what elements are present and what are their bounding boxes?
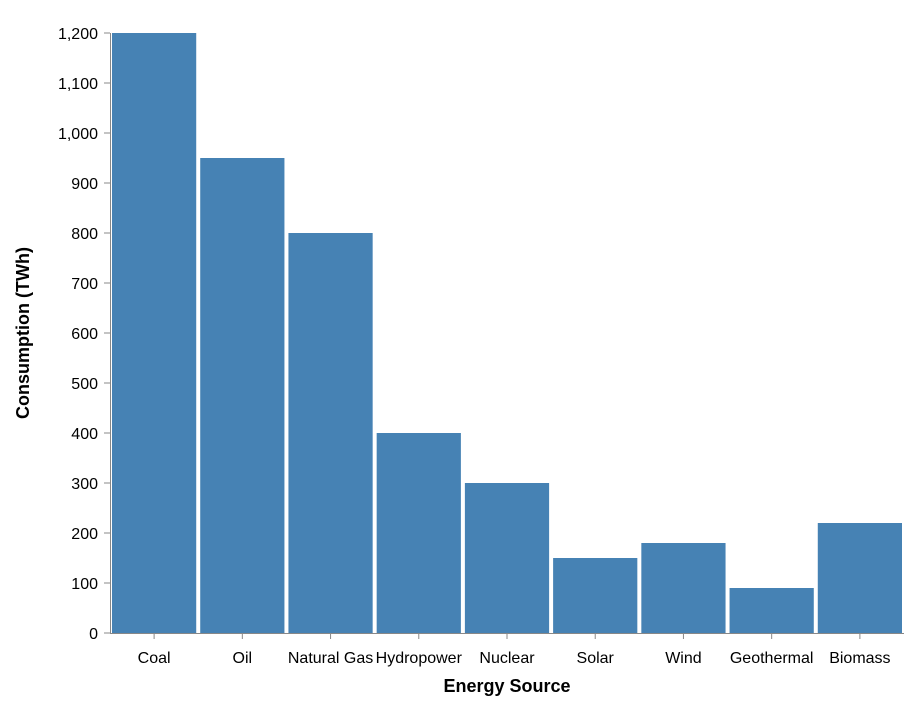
y-tick-label-900: 900 xyxy=(71,176,98,193)
y-tick-label-0: 0 xyxy=(89,626,98,643)
x-tick-label-oil: Oil xyxy=(233,650,253,667)
bar-biomass[interactable] xyxy=(817,523,902,633)
bar-coal[interactable] xyxy=(112,33,197,633)
bar-oil[interactable] xyxy=(200,158,285,633)
x-tick-label-nuclear: Nuclear xyxy=(479,650,535,667)
x-axis-title: Energy Source xyxy=(443,676,570,696)
y-tick-label-200: 200 xyxy=(71,526,98,543)
x-tick-label-biomass: Biomass xyxy=(829,650,890,667)
y-tick-label-400: 400 xyxy=(71,426,98,443)
y-tick-label-1200: 1,200 xyxy=(58,26,98,43)
bar-hydropower[interactable] xyxy=(376,433,461,633)
x-tick-label-hydropower: Hydropower xyxy=(376,650,463,667)
bar-solar[interactable] xyxy=(553,558,638,633)
x-axis: Coal Oil Natural Gas Hydropower Nuclear Solar… xyxy=(110,633,904,667)
y-tick-label-800: 800 xyxy=(71,226,98,243)
y-tick-label-600: 600 xyxy=(71,326,98,343)
x-tick-label-natural-gas: Natural Gas xyxy=(288,650,373,667)
x-tick-label-solar: Solar xyxy=(577,650,615,667)
y-axis-title: Consumption (TWh) xyxy=(13,247,33,419)
bar-nuclear[interactable] xyxy=(464,483,550,633)
bar-natural-gas[interactable] xyxy=(288,233,373,633)
x-tick-label-coal: Coal xyxy=(138,650,171,667)
y-tick-label-300: 300 xyxy=(71,476,98,493)
bars-group xyxy=(112,33,902,633)
y-tick-label-1100: 1,100 xyxy=(58,76,98,93)
x-tick-label-geothermal: Geothermal xyxy=(730,650,814,667)
y-tick-label-500: 500 xyxy=(71,376,98,393)
y-tick-label-100: 100 xyxy=(71,576,98,593)
y-axis: 0 100 200 300 400 500 600 700 800 900 1,000 1,100 1,… xyxy=(58,26,111,643)
bar-wind[interactable] xyxy=(641,543,726,633)
x-tick-label-wind: Wind xyxy=(665,650,701,667)
bar-geothermal[interactable] xyxy=(729,588,814,633)
y-tick-label-1000: 1,000 xyxy=(58,126,98,143)
y-tick-label-700: 700 xyxy=(71,276,98,293)
